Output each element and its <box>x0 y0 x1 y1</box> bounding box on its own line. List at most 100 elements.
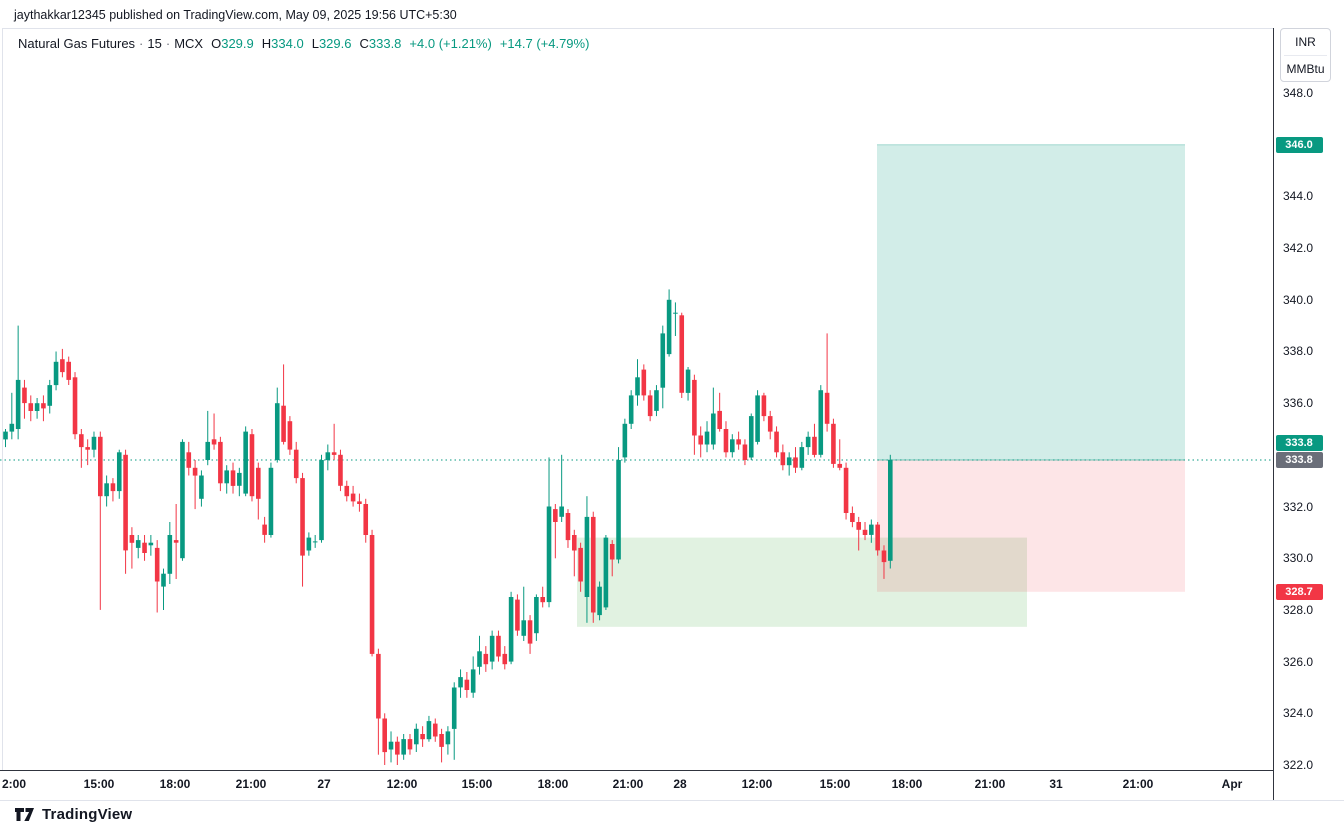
legend-separator: · <box>165 36 171 51</box>
candle <box>116 449 122 499</box>
time-axis-label: 18:00 <box>537 777 569 791</box>
price-tick-label: 342.0 <box>1283 241 1314 256</box>
price-tick-label: 332.0 <box>1283 499 1314 514</box>
legend-interval[interactable]: 15 <box>147 36 162 51</box>
candle <box>704 421 710 453</box>
candle <box>148 535 154 556</box>
candle <box>401 734 406 760</box>
currency-label[interactable]: INR <box>1295 35 1316 49</box>
candle <box>357 493 362 512</box>
candle <box>723 421 729 458</box>
chart-frame-left-border <box>2 28 3 771</box>
candle <box>306 532 312 556</box>
legend-low: L329.6 <box>311 36 352 51</box>
candle <box>192 460 198 510</box>
candle <box>850 506 855 528</box>
legend-open: O329.9 <box>211 36 254 51</box>
legend-separator: · <box>139 36 144 51</box>
price-tick-label: 324.0 <box>1283 706 1314 721</box>
candle <box>584 496 590 623</box>
candle <box>609 540 615 577</box>
candle <box>243 426 248 497</box>
legend-high: H334.0 <box>261 36 304 51</box>
candle <box>881 545 887 579</box>
candle <box>319 454 324 543</box>
currency-unit-toggle[interactable]: INR MMBtu <box>1280 28 1331 82</box>
candle <box>635 359 640 406</box>
candle <box>47 379 53 414</box>
candle <box>641 364 647 401</box>
candle <box>553 504 558 559</box>
unit-label[interactable]: MMBtu <box>1286 62 1325 76</box>
candle <box>350 485 356 507</box>
candle <box>496 630 501 662</box>
time-axis-label: 12:00 <box>741 777 773 791</box>
candle <box>540 586 545 608</box>
candle <box>41 395 46 422</box>
candle <box>154 540 160 613</box>
candle <box>572 529 577 577</box>
time-axis[interactable]: 2:00 15:00 18:00 21:00 27 12:00 15:00 18:00 21:0… <box>0 771 1273 799</box>
candle <box>786 452 792 476</box>
candle <box>173 504 179 579</box>
price-axis[interactable]: 348.0 344.0 342.0 340.0 338.0 336.0 332.0 330.0… <box>1274 28 1344 772</box>
candle <box>211 413 217 450</box>
candle <box>72 372 78 440</box>
candle <box>837 439 843 471</box>
candle <box>186 441 192 476</box>
time-axis-label: 12:00 <box>386 777 418 791</box>
chart-pane[interactable] <box>0 0 1274 800</box>
time-axis-border <box>0 770 1273 771</box>
time-axis-label: 21:00 <box>235 777 267 791</box>
candle <box>502 646 508 670</box>
candle <box>22 379 27 419</box>
candle <box>869 519 874 543</box>
candle <box>432 718 438 742</box>
price-tick-label: 322.0 <box>1283 757 1314 772</box>
candle <box>875 522 880 556</box>
candle <box>888 454 893 569</box>
candle <box>736 431 741 450</box>
target-zone[interactable] <box>877 144 1185 460</box>
candle <box>742 439 748 466</box>
candle <box>281 364 286 445</box>
candle <box>230 462 236 494</box>
candle <box>565 509 571 548</box>
price-tick-label: 338.0 <box>1283 344 1314 359</box>
candle <box>812 423 817 458</box>
candle <box>673 302 678 336</box>
candle <box>268 462 274 538</box>
candle <box>34 398 40 419</box>
candle <box>755 390 760 445</box>
candle <box>262 516 267 543</box>
candle <box>698 426 703 458</box>
candle <box>761 392 767 422</box>
demand-zone[interactable] <box>577 537 1027 627</box>
candle <box>414 723 419 752</box>
candle <box>805 431 811 455</box>
candle <box>300 472 305 587</box>
candle <box>603 535 609 610</box>
chart-frame-top-border <box>2 28 1273 29</box>
candle <box>274 387 280 463</box>
candle <box>477 635 482 675</box>
candle <box>767 410 773 440</box>
candle <box>426 715 432 742</box>
stop-zone[interactable] <box>877 460 1185 592</box>
candle <box>692 374 697 455</box>
candle <box>508 591 514 665</box>
legend-symbol[interactable]: Natural Gas Futures <box>18 36 136 51</box>
tradingview-footer[interactable]: TradingView <box>14 806 132 823</box>
candle <box>180 439 185 561</box>
price-badge-green: 346.0 <box>1275 136 1323 153</box>
symbol-legend: Natural Gas Futures · 15 · MCX O329.9 H334.0 L3… <box>18 36 589 51</box>
price-tick-label: 340.0 <box>1283 292 1314 307</box>
legend-change-extended: +14.7 (+4.79%) <box>499 36 590 51</box>
time-axis-label: 15:00 <box>461 777 493 791</box>
candle <box>376 648 381 755</box>
candle <box>780 444 786 471</box>
legend-change: +4.0 (+1.21%) <box>409 36 492 51</box>
candle <box>167 522 173 584</box>
candle <box>312 535 318 548</box>
candle <box>382 713 387 765</box>
